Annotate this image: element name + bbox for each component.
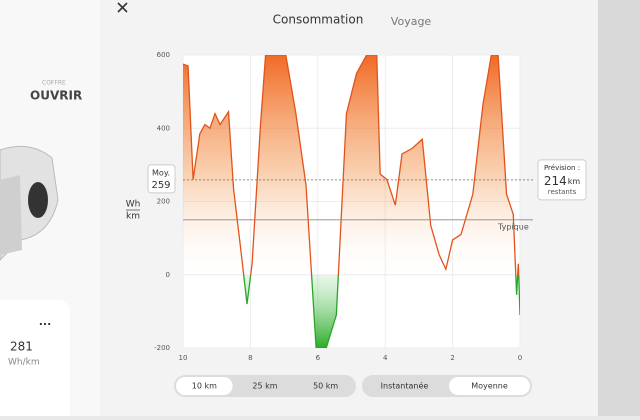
tab[interactable]: Voyage	[391, 15, 432, 28]
y-tick-label: 0	[166, 271, 170, 279]
controls: 10 km 25 km 50 km Instantanée Moyenne	[176, 377, 530, 395]
selected-button	[449, 377, 530, 395]
stat-unit: Wh/km	[8, 358, 40, 368]
average-box	[147, 164, 176, 194]
consumption-line	[183, 55, 520, 348]
trunk-action[interactable]: OUVRIR	[30, 89, 82, 103]
y-label: Wh	[126, 200, 141, 210]
x-tick-label: 10	[179, 354, 188, 362]
button-label[interactable]: Moyenne	[471, 382, 508, 391]
close-button[interactable]	[117, 2, 128, 13]
tab-active[interactable]: Consommation	[273, 13, 364, 27]
forecast-note: restants	[548, 188, 577, 196]
y-label: km	[126, 212, 140, 222]
forecast-label: Prévision :	[544, 164, 580, 172]
y-tick-label: -200	[154, 344, 170, 352]
x-tick-label: 8	[248, 354, 252, 362]
chart: -200 0 200 400 600 10 8 6 4 2 0 Typique Moy. 259 Prévi…	[147, 51, 587, 362]
button-label[interactable]: 50 km	[313, 382, 338, 391]
average-value: 259	[151, 180, 170, 191]
typical-label: Typique	[497, 222, 529, 231]
forecast-value: 214km	[544, 173, 581, 187]
forecast-unit: km	[568, 176, 581, 185]
y-tick-label: 200	[157, 198, 170, 206]
button-label[interactable]: Instantanée	[381, 381, 429, 391]
selected-button	[176, 377, 233, 395]
average-label: Moy.	[152, 168, 170, 177]
button-label[interactable]: 10 km	[192, 382, 217, 391]
y-tick-label: 400	[157, 124, 170, 132]
trunk-label: COFFRE	[42, 80, 66, 87]
car-image	[0, 145, 59, 261]
menu-dots[interactable]: ...	[39, 315, 52, 328]
y-tick-label: 600	[157, 51, 170, 59]
stat-value: 281	[10, 340, 33, 354]
x-tick-label: 4	[383, 354, 388, 362]
area-fill	[183, 55, 520, 348]
stat-card	[0, 300, 70, 420]
forecast-box	[537, 159, 587, 201]
x-tick-label: 2	[450, 354, 454, 362]
x-tick-label: 6	[316, 354, 321, 362]
x-tick-label: 0	[518, 354, 522, 362]
bezel	[598, 0, 640, 416]
button-label[interactable]: 25 km	[252, 382, 277, 391]
forecast-number: 214	[544, 173, 567, 187]
